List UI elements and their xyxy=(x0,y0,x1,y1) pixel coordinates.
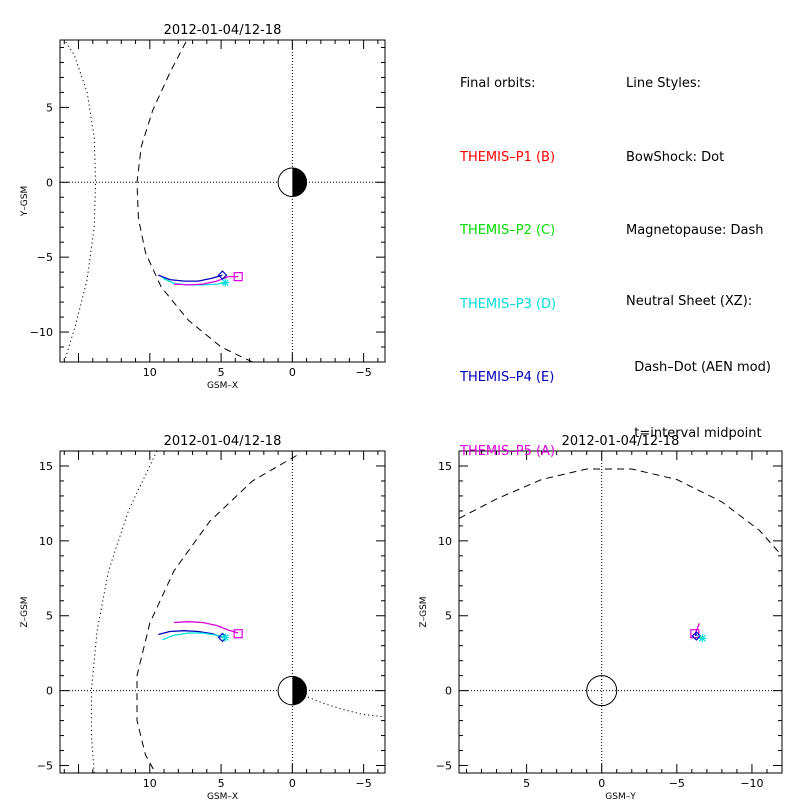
x-tick-label: 5 xyxy=(218,366,225,379)
orbit-line xyxy=(162,632,226,641)
y-tick-label: 5 xyxy=(445,610,452,623)
legend-item-p2: THEMIS–P2 (C) xyxy=(460,223,556,238)
plot-frame-xy xyxy=(59,39,386,363)
x-tick-label: 0 xyxy=(289,777,296,790)
panel-xy: 2012-01-04/12-18 10 5 0 −5 −10 −5 0 5 GSM–X Y–GSM xyxy=(20,23,386,391)
magnetopause-line xyxy=(136,455,297,773)
plot-frame-yz xyxy=(458,450,783,774)
legend-style-neutral-time: t=interval midpoint xyxy=(626,425,762,441)
orbit-end-square xyxy=(233,629,243,639)
y-tick-label: 5 xyxy=(46,610,53,623)
chart-title-yz: 2012-01-04/12-18 xyxy=(562,434,680,449)
magnetopause-line xyxy=(459,468,782,557)
panel-yz: 2012-01-04/12-18 5 0 −5 −10 −5 0 5 10 15 GSM–Y Z–GS… xyxy=(419,434,783,800)
y-tick-label: 15 xyxy=(438,460,452,473)
x-tick-label: 0 xyxy=(289,366,296,379)
legend-style-magnetopause: Magnetopause: Dash xyxy=(626,223,764,238)
chart-title-xz: 2012-01-04/12-18 xyxy=(164,434,282,449)
y-tick-label: 15 xyxy=(39,460,53,473)
y-axis-label-xy: Y–GSM xyxy=(20,186,30,217)
orbit-line xyxy=(158,274,223,282)
x-axis-label-xz: GSM–X xyxy=(207,792,238,800)
x-tick-label: −5 xyxy=(356,366,372,379)
orbit-end-diamond xyxy=(691,631,702,641)
bowshock-line xyxy=(63,40,97,362)
legend-item-p4: THEMIS–P4 (E) xyxy=(460,370,555,385)
orbit-end-diamond xyxy=(217,270,228,280)
x-tick-label: −10 xyxy=(740,777,763,790)
y-tick-label: 0 xyxy=(46,176,53,189)
y-tick-label: −5 xyxy=(37,760,53,773)
legend-item-p5: THEMIS–P5 (A) xyxy=(460,443,556,459)
plot-frame-xz xyxy=(59,450,386,774)
orbit-end-star xyxy=(698,634,707,643)
legend-orbits-title: Final orbits: xyxy=(460,76,536,91)
earth-outline xyxy=(586,675,618,707)
legend-line-styles: Line Styles: BowShock: Dot Magnetopause:… xyxy=(626,23,771,466)
x-tick-label: 5 xyxy=(523,777,530,790)
orbit-end-square xyxy=(233,272,243,282)
plot-area-xz xyxy=(60,451,385,773)
x-tick-label: 0 xyxy=(598,777,605,790)
x-tick-label: 5 xyxy=(218,777,225,790)
bowshock-line xyxy=(90,451,158,773)
legend-style-neutral-sheet: Neutral Sheet (XZ): xyxy=(626,293,753,309)
earth-nightside xyxy=(292,676,307,705)
y-tick-label: −5 xyxy=(436,760,452,773)
y-tick-label: −5 xyxy=(37,251,53,264)
panel-xz: 2012-01-04/12-18 10 5 0 −5 −5 0 5 10 15 GSM–X Z–GSM xyxy=(20,434,386,800)
y-tick-label: 10 xyxy=(39,535,53,548)
x-axis-label-xy: GSM–X xyxy=(207,381,238,391)
legend-style-neutral-line-style: Dash–Dot (AEN mod) xyxy=(626,359,771,375)
x-tick-label: 10 xyxy=(143,777,157,790)
orbit-line xyxy=(694,633,698,637)
y-tick-label: −10 xyxy=(30,326,53,339)
magnetopause-line xyxy=(136,40,253,362)
y-axis-label-xz: Z–GSM xyxy=(20,596,30,627)
y-axis-label-yz: Z–GSM xyxy=(419,596,429,627)
y-tick-label: 10 xyxy=(438,535,452,548)
chart-title-xy: 2012-01-04/12-18 xyxy=(164,23,282,38)
x-tick-label: 10 xyxy=(143,366,157,379)
x-axis-label-yz: GSM–Y xyxy=(605,792,636,800)
legend-item-p3: THEMIS–P3 (D) xyxy=(460,296,557,312)
earth-nightside xyxy=(292,168,307,197)
legend-item-p1: THEMIS–P1 (B) xyxy=(460,149,556,165)
plot-area-yz xyxy=(459,451,782,773)
legend-final-orbits: Final orbits: THEMIS–P1 (B) THEMIS–P2 (C… xyxy=(460,23,556,489)
plot-area-xy xyxy=(60,40,385,362)
orbit-line xyxy=(173,275,239,286)
y-tick-label: 0 xyxy=(46,685,53,698)
orbit-line xyxy=(173,621,239,634)
orbit-end-star xyxy=(221,633,230,642)
legend-styles-title: Line Styles: xyxy=(626,76,702,91)
orbit-end-star xyxy=(221,278,230,287)
x-tick-label: −5 xyxy=(669,777,685,790)
x-tick-label: −5 xyxy=(356,777,372,790)
y-tick-label: 5 xyxy=(46,101,53,114)
y-tick-label: 0 xyxy=(445,685,452,698)
legend-style-bowshock: BowShock: Dot xyxy=(626,149,725,165)
